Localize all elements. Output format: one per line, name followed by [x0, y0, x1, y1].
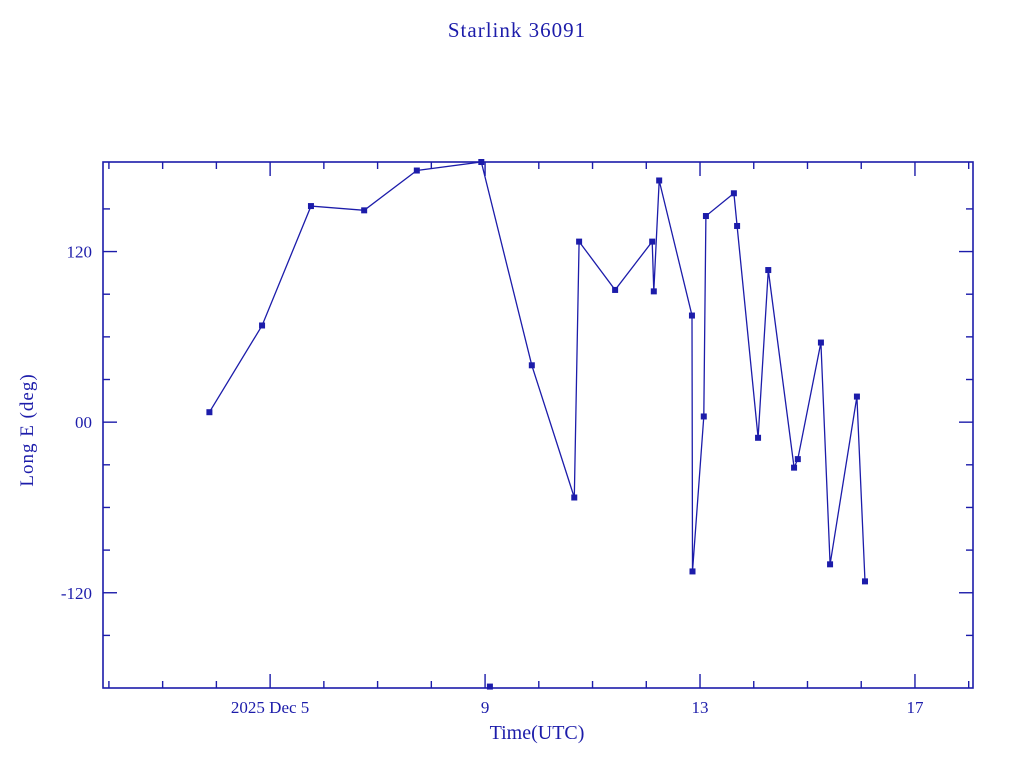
data-point-marker: [817, 339, 824, 346]
data-point-marker: [576, 238, 583, 245]
data-point-marker: [478, 159, 485, 165]
data-point-marker: [765, 267, 772, 274]
data-point-marker: [688, 312, 695, 319]
plot-frame: [102, 161, 974, 689]
data-point-marker: [755, 434, 762, 441]
x-tick-label: 17: [906, 698, 924, 717]
data-point-marker: [206, 409, 213, 416]
data-point-marker: [734, 222, 741, 229]
data-point-marker: [361, 207, 368, 214]
data-point-marker: [413, 167, 420, 174]
data-point-marker: [827, 561, 834, 568]
x-tick-label: 2025 Dec 5: [231, 698, 309, 717]
data-point-marker: [700, 413, 707, 420]
data-point-marker: [649, 238, 656, 245]
x-axis-label: Time(UTC): [489, 722, 585, 744]
data-point-marker: [853, 393, 860, 400]
y-tick-label: -120: [61, 584, 92, 603]
data-point-marker: [702, 213, 709, 220]
chart-title: Starlink 36091: [447, 18, 587, 42]
data-point-marker: [861, 578, 868, 585]
x-tick-label: 13: [692, 698, 709, 717]
data-point-marker: [730, 190, 737, 197]
data-point-marker: [689, 568, 696, 575]
data-point-marker: [259, 322, 266, 329]
x-tick-label: 9: [481, 698, 490, 717]
data-point-marker: [528, 362, 535, 369]
data-point-marker: [486, 683, 493, 690]
data-point-marker: [307, 203, 314, 210]
y-tick-label: 00: [75, 413, 92, 432]
data-point-marker: [656, 177, 663, 184]
data-line: [208, 161, 866, 582]
data-point-marker: [612, 286, 619, 293]
data-point-marker: [650, 288, 657, 295]
data-point-marker: [571, 494, 578, 501]
data-point-marker: [794, 456, 801, 463]
y-tick-label: 120: [67, 243, 93, 262]
data-point-marker: [791, 464, 798, 471]
